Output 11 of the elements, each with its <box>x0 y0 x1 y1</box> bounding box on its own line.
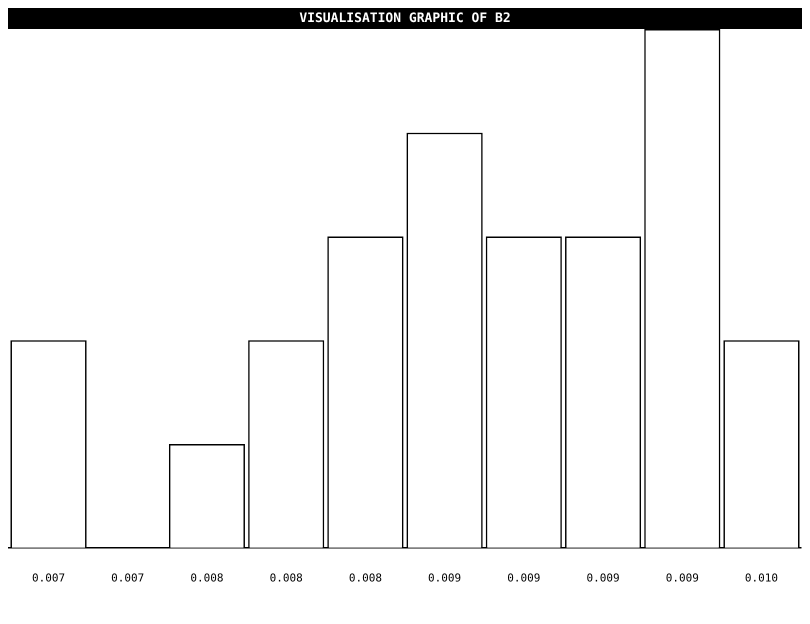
x-tick-label: 0.009 <box>507 571 540 584</box>
x-tick-label: 0.008 <box>348 571 382 584</box>
x-tick-label: 0.009 <box>586 571 620 584</box>
x-tick-label: 0.007 <box>32 571 66 584</box>
x-tick-label: 0.009 <box>428 571 462 584</box>
x-tick-label: 0.008 <box>270 571 303 584</box>
x-tick-label: 0.010 <box>744 571 778 584</box>
chart-title: VISUALISATION GRAPHIC OF B2 <box>8 8 802 29</box>
x-tick-label: 0.007 <box>111 571 144 584</box>
x-tick-label: 0.008 <box>190 571 224 584</box>
x-tick-label: 0.009 <box>666 571 699 584</box>
